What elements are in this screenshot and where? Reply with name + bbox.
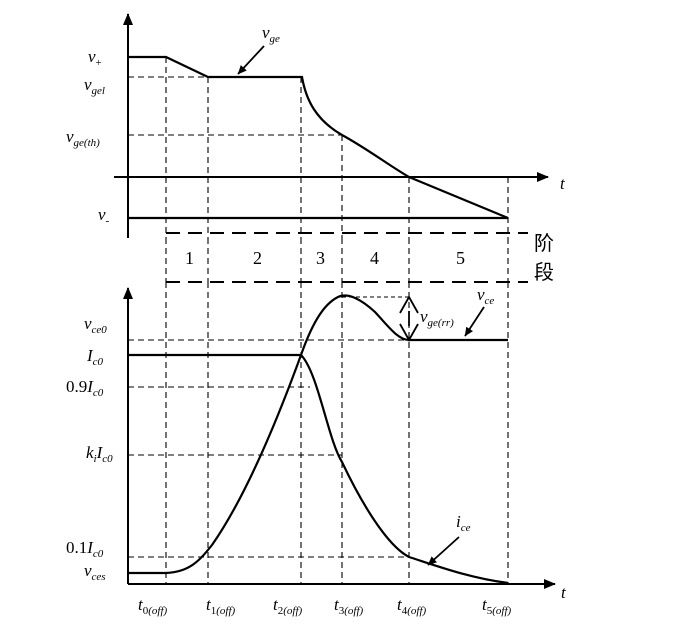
vge-waveform bbox=[128, 55, 509, 220]
stage-label-char-1: 阶 bbox=[534, 231, 554, 255]
vce-waveform bbox=[128, 294, 508, 575]
tick-t4-off: t4(off) bbox=[397, 595, 427, 617]
tick-t2-off: t2(off) bbox=[273, 595, 303, 617]
vge-pointer-arrow bbox=[237, 45, 265, 75]
upper-t-axis-label: t bbox=[560, 174, 566, 193]
label-01-I-c0: 0.1Ic0 bbox=[66, 538, 104, 560]
overshoot-arrowhead-bottom bbox=[399, 323, 419, 342]
label-v-minus: v- bbox=[98, 205, 110, 227]
label-ki-I-c0: kiIc0 bbox=[86, 443, 113, 465]
label-v-ces: vces bbox=[84, 561, 106, 583]
label-v-ce0: vce0 bbox=[84, 314, 107, 336]
label-v-plus: v+ bbox=[88, 47, 102, 69]
overshoot-arrowhead-top bbox=[399, 295, 419, 314]
label-09-I-c0: 0.9Ic0 bbox=[66, 377, 104, 399]
stage-3: 3 bbox=[316, 248, 325, 268]
stage-1: 1 bbox=[185, 248, 194, 268]
label-vge-curve: vge bbox=[262, 23, 280, 45]
lower-t-axis-label: t bbox=[561, 583, 567, 602]
label-overshoot: vge(rr) bbox=[420, 307, 454, 329]
label-v-gel: vgel bbox=[84, 75, 105, 97]
tick-t3-off: t3(off) bbox=[334, 595, 364, 617]
stage-band: 1 2 3 4 5 阶 段 bbox=[165, 231, 554, 284]
tick-t0-off: t0(off) bbox=[138, 595, 168, 617]
stage-label-char-2: 段 bbox=[534, 260, 554, 284]
label-ice-curve: ice bbox=[456, 512, 471, 534]
stage-5: 5 bbox=[456, 248, 465, 268]
label-v-ge-th: vge(th) bbox=[66, 127, 100, 149]
vce-pointer-arrow bbox=[464, 306, 485, 337]
tick-t1-off: t1(off) bbox=[206, 595, 236, 617]
stage-4: 4 bbox=[370, 248, 379, 268]
label-vce-curve: vce bbox=[477, 285, 494, 307]
tick-t5-off: t5(off) bbox=[482, 595, 512, 617]
lower-panel: t vce0 Ic0 0.9Ic0 kiIc0 bbox=[66, 282, 567, 617]
ice-pointer-arrow bbox=[427, 536, 460, 566]
label-I-c0: Ic0 bbox=[86, 346, 104, 368]
stage-2: 2 bbox=[253, 248, 262, 268]
upper-panel: t v+ vgel vge(th) v- vge bbox=[66, 13, 566, 238]
ice-waveform bbox=[128, 353, 509, 585]
